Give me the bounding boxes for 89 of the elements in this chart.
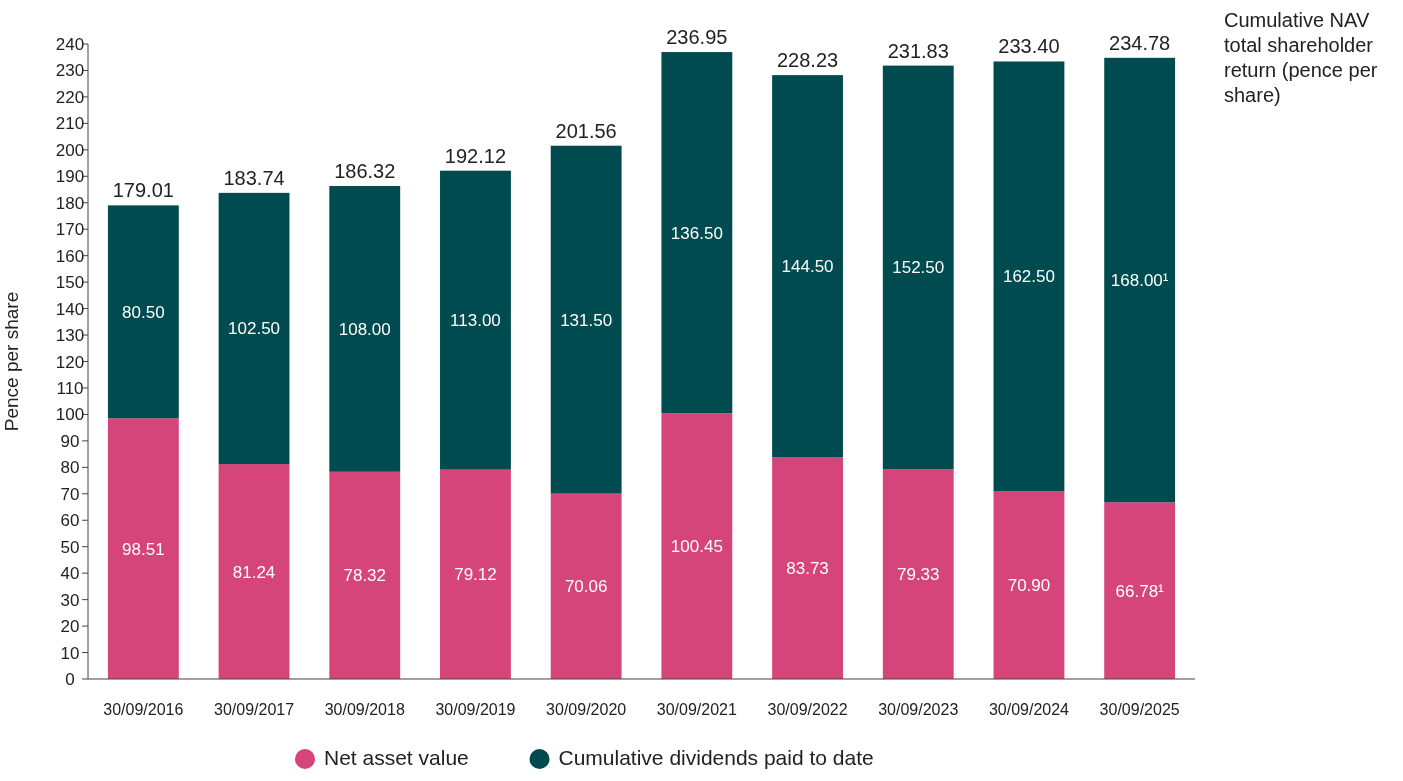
total-label: 201.56 bbox=[555, 119, 617, 142]
x-tick-label: 30/09/2022 bbox=[767, 701, 848, 718]
y-axis-title: Pence per share bbox=[1, 291, 22, 432]
y-tick-label: 40 bbox=[60, 564, 80, 584]
data-label: 162.50 bbox=[1002, 267, 1055, 287]
x-tick-label: 30/09/2024 bbox=[988, 701, 1070, 718]
data-label: 108.00 bbox=[338, 319, 391, 339]
y-tick-label: 50 bbox=[60, 537, 80, 557]
data-label: 66.78¹ bbox=[1115, 581, 1165, 601]
y-tick-label: 120 bbox=[55, 352, 85, 372]
bar bbox=[772, 75, 843, 458]
data-label: 152.50 bbox=[892, 258, 945, 278]
bar bbox=[329, 186, 401, 472]
y-tick-label: 100 bbox=[55, 405, 85, 425]
total-label: 183.74 bbox=[223, 166, 285, 189]
total-label: 233.40 bbox=[998, 35, 1060, 58]
y-tick-label: 90 bbox=[60, 431, 80, 451]
bar bbox=[329, 471, 401, 679]
x-tick-label: 30/09/2018 bbox=[324, 701, 405, 718]
y-tick-label: 230 bbox=[55, 61, 85, 81]
bar bbox=[993, 491, 1065, 679]
data-label: 102.50 bbox=[228, 319, 281, 339]
bar bbox=[993, 61, 1065, 492]
x-tick-label: 30/09/2017 bbox=[214, 701, 295, 718]
bar bbox=[218, 464, 290, 679]
y-tick-label: 0 bbox=[65, 670, 75, 689]
bar bbox=[882, 65, 954, 470]
bar bbox=[772, 457, 843, 679]
y-tick-label: 170 bbox=[55, 220, 85, 240]
total-label: 231.83 bbox=[887, 39, 949, 62]
y-tick-label: 110 bbox=[56, 378, 84, 398]
y-tick-label: 10 bbox=[60, 643, 80, 663]
bar bbox=[550, 145, 622, 494]
x-tick-label: 30/09/2019 bbox=[435, 701, 516, 718]
total-label: 192.12 bbox=[444, 144, 507, 167]
y-tick-label: 210 bbox=[55, 114, 85, 134]
x-tick-label: 30/09/2021 bbox=[656, 701, 737, 718]
data-label: 144.50 bbox=[781, 257, 834, 277]
text: Cumulative NAV total shareholder return (pence per share) bbox=[1224, 9, 1378, 106]
bar bbox=[882, 469, 954, 679]
y-tick-label: 150 bbox=[55, 273, 85, 293]
y-tick-label: 160 bbox=[55, 246, 85, 266]
y-tick-label: 200 bbox=[55, 140, 85, 160]
total-label: 234.78 bbox=[1109, 31, 1171, 54]
bar bbox=[107, 205, 179, 419]
bar bbox=[1104, 57, 1176, 503]
y-tick-label: 130 bbox=[55, 326, 85, 346]
x-tick-label: 30/09/2023 bbox=[878, 701, 959, 718]
bar bbox=[440, 170, 511, 470]
bar bbox=[1104, 502, 1176, 679]
data-label: 79.33 bbox=[896, 565, 940, 585]
x-tick-label: 30/09/2020 bbox=[546, 701, 627, 718]
y-tick-label: 70 bbox=[60, 484, 80, 504]
bar bbox=[218, 192, 290, 465]
data-label: 113.00 bbox=[450, 311, 501, 331]
x-tick-label: 30/09/2025 bbox=[1099, 701, 1180, 718]
data-label: 83.73 bbox=[786, 559, 829, 579]
y-tick-label: 190 bbox=[55, 167, 85, 187]
data-label: 131.50 bbox=[560, 310, 613, 330]
data-label: 100.45 bbox=[670, 537, 723, 557]
data-label: 81.24 bbox=[232, 562, 276, 582]
y-tick-label: 80 bbox=[60, 458, 80, 478]
bar bbox=[661, 52, 733, 414]
data-label: 168.00¹ bbox=[1110, 271, 1169, 291]
bar bbox=[440, 469, 511, 679]
total-label: 228.23 bbox=[776, 49, 839, 72]
data-label: 98.51 bbox=[122, 539, 165, 559]
y-tick-label: 220 bbox=[55, 87, 85, 107]
bar bbox=[107, 418, 179, 679]
data-label: 78.32 bbox=[343, 566, 387, 586]
y-tick-label: 240 bbox=[55, 35, 85, 54]
bar bbox=[661, 413, 733, 679]
data-label: 70.90 bbox=[1007, 576, 1051, 596]
data-label: 79.12 bbox=[454, 565, 497, 585]
bar bbox=[550, 493, 622, 679]
y-tick-label: 180 bbox=[55, 193, 85, 213]
legend-label: Cumulative dividends paid to date bbox=[558, 746, 874, 769]
y-tick-label: 30 bbox=[60, 590, 80, 610]
legend-label: Net asset value bbox=[324, 746, 469, 769]
y-tick-label: 20 bbox=[60, 617, 80, 637]
total-label: 186.32 bbox=[334, 160, 396, 183]
total-label: 236.95 bbox=[666, 26, 728, 49]
data-label: 70.06 bbox=[564, 577, 608, 597]
y-tick-label: 60 bbox=[60, 511, 80, 531]
data-label: 136.50 bbox=[670, 223, 723, 243]
x-tick-label: 30/09/2016 bbox=[103, 701, 184, 718]
y-tick-label: 140 bbox=[55, 299, 85, 319]
data-label: 80.50 bbox=[122, 302, 165, 322]
total-label: 179.01 bbox=[112, 179, 174, 202]
